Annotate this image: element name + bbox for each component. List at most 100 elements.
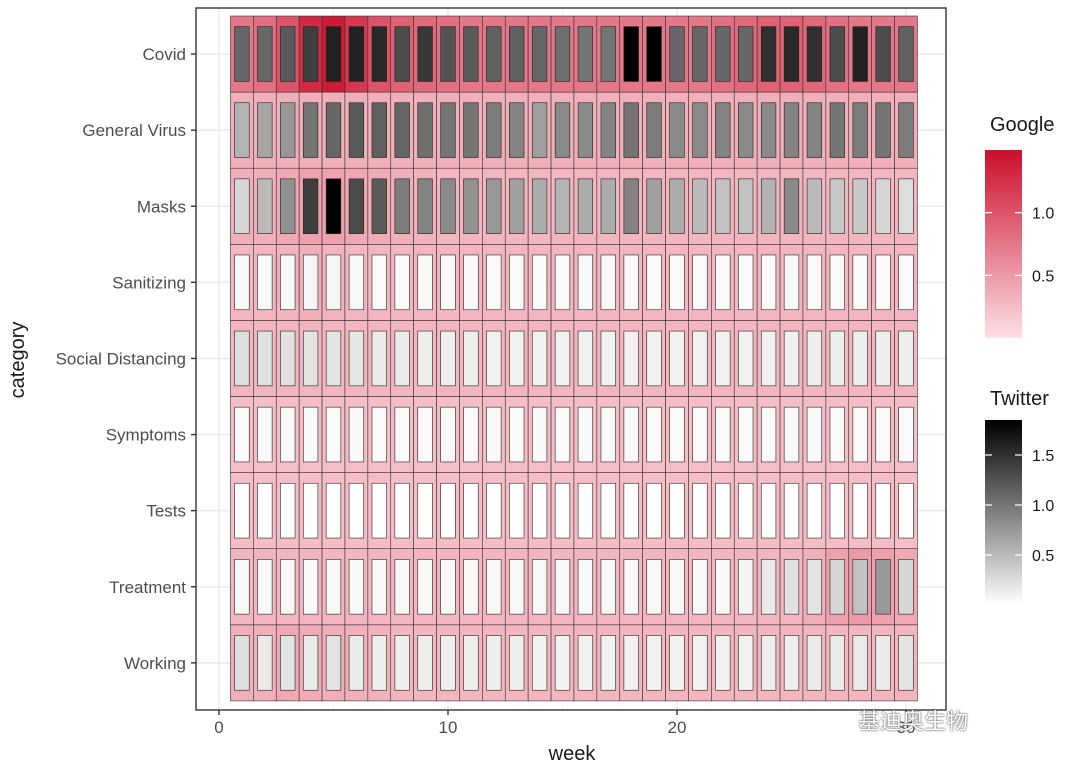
- twitter-cell-symptoms-w22: [715, 406, 731, 463]
- twitter-cell-masks-w2: [257, 178, 273, 234]
- x-tick-label: 30: [897, 718, 916, 737]
- y-tick-label: General Virus: [82, 121, 186, 140]
- twitter-cell-tests-w30: [898, 482, 914, 539]
- twitter-cell-treatment-w28: [852, 559, 868, 615]
- twitter-cell-social-distancing-w26: [806, 330, 823, 387]
- twitter-cell-working-w28: [852, 635, 868, 691]
- twitter-cell-masks-w29: [875, 178, 891, 234]
- twitter-cell-general-virus-w30: [898, 102, 914, 158]
- twitter-cell-covid-w10: [440, 26, 456, 82]
- twitter-cell-treatment-w1: [234, 559, 250, 615]
- twitter-cell-treatment-w7: [371, 559, 387, 615]
- twitter-cell-general-virus-w12: [486, 102, 502, 158]
- twitter-cell-general-virus-w1: [234, 102, 250, 158]
- twitter-cell-covid-w24: [760, 26, 777, 82]
- twitter-cell-tests-w24: [760, 482, 777, 539]
- twitter-cell-tests-w16: [577, 482, 594, 539]
- twitter-cell-social-distancing-w2: [257, 330, 273, 387]
- y-axis: Working Treatment Tests Symptoms Social Dist…: [56, 45, 196, 673]
- twitter-cell-social-distancing-w10: [440, 330, 456, 387]
- twitter-cell-masks-w5: [325, 178, 342, 234]
- twitter-cell-tests-w3: [280, 482, 296, 539]
- twitter-cell-sanitizing-w22: [715, 254, 731, 311]
- twitter-cell-covid-w4: [302, 26, 319, 82]
- twitter-cell-treatment-w3: [280, 559, 296, 615]
- twitter-cell-symptoms-w11: [463, 406, 479, 463]
- twitter-cell-tests-w2: [257, 482, 273, 539]
- legend-tick-label: 0.5: [1032, 548, 1054, 565]
- twitter-cell-sanitizing-w29: [875, 254, 891, 311]
- twitter-cell-symptoms-w4: [302, 406, 319, 463]
- twitter-cell-treatment-w10: [440, 559, 456, 615]
- twitter-cell-treatment-w2: [257, 559, 273, 615]
- twitter-cell-general-virus-w16: [577, 102, 594, 158]
- legend-tick-label: 1.5: [1032, 448, 1054, 465]
- twitter-cell-tests-w29: [875, 482, 891, 539]
- twitter-cell-sanitizing-w16: [577, 254, 594, 311]
- twitter-cell-treatment-w23: [738, 559, 754, 615]
- twitter-cell-covid-w30: [898, 26, 914, 82]
- x-tick-label: 10: [439, 718, 458, 737]
- twitter-cell-tests-w5: [325, 482, 342, 539]
- twitter-cell-sanitizing-w14: [531, 254, 548, 311]
- twitter-cell-social-distancing-w11: [463, 330, 479, 387]
- twitter-cell-masks-w24: [760, 178, 777, 234]
- twitter-cell-working-w29: [875, 635, 891, 691]
- twitter-cell-covid-w16: [577, 26, 594, 82]
- twitter-cell-general-virus-w18: [623, 102, 639, 158]
- twitter-cell-working-w18: [623, 635, 639, 691]
- twitter-cell-sanitizing-w12: [486, 254, 502, 311]
- twitter-cell-working-w12: [486, 635, 502, 691]
- twitter-cell-treatment-w29: [875, 559, 891, 615]
- y-tick-label: Treatment: [109, 578, 186, 597]
- twitter-cell-symptoms-w29: [875, 406, 891, 463]
- legend-twitter: Twitter 0.5 1.0 1.5: [985, 388, 1054, 605]
- x-tick-label: 0: [214, 718, 223, 737]
- twitter-cell-covid-w8: [394, 26, 410, 82]
- twitter-cell-general-virus-w27: [829, 102, 845, 158]
- twitter-cell-social-distancing-w18: [623, 330, 639, 387]
- twitter-cell-treatment-w24: [760, 559, 777, 615]
- twitter-cell-general-virus-w15: [554, 102, 571, 158]
- twitter-cell-covid-w5: [325, 26, 342, 82]
- twitter-cell-treatment-w11: [463, 559, 479, 615]
- twitter-cell-covid-w19: [646, 26, 662, 82]
- twitter-cell-tests-w6: [348, 482, 365, 539]
- twitter-cell-general-virus-w11: [463, 102, 479, 158]
- twitter-cell-social-distancing-w13: [509, 330, 525, 387]
- panel-border: [195, 7, 947, 711]
- legend-tick-label: 0.5: [1032, 268, 1054, 285]
- twitter-cell-covid-w2: [257, 26, 273, 82]
- twitter-cell-covid-w1: [234, 26, 250, 82]
- twitter-cell-social-distancing-w9: [417, 330, 433, 387]
- twitter-cell-general-virus-w25: [783, 102, 800, 158]
- twitter-cell-tests-w26: [806, 482, 823, 539]
- twitter-cell-social-distancing-w7: [371, 330, 387, 387]
- y-tick-label: Symptoms: [106, 426, 186, 445]
- twitter-cell-symptoms-w18: [623, 406, 639, 463]
- twitter-cell-covid-w3: [280, 26, 296, 82]
- twitter-cell-masks-w27: [829, 178, 845, 234]
- twitter-cell-general-virus-w22: [715, 102, 731, 158]
- twitter-cell-working-w20: [669, 635, 685, 691]
- twitter-cell-tests-w13: [509, 482, 525, 539]
- twitter-cell-treatment-w5: [325, 559, 342, 615]
- twitter-cell-general-virus-w28: [852, 102, 868, 158]
- twitter-cell-sanitizing-w8: [394, 254, 410, 311]
- y-tick-label: Sanitizing: [112, 273, 186, 292]
- twitter-cell-tests-w20: [669, 482, 685, 539]
- twitter-cell-working-w13: [509, 635, 525, 691]
- legend-tick-label: 1.0: [1032, 206, 1054, 223]
- twitter-cell-general-virus-w6: [348, 102, 365, 158]
- legend-colorbar: [985, 150, 1022, 338]
- twitter-cell-symptoms-w2: [257, 406, 273, 463]
- watermark: 基迪奥生物: [858, 710, 969, 735]
- x-tick-label: 20: [668, 718, 687, 737]
- twitter-cell-working-w16: [577, 635, 594, 691]
- twitter-cell-tests-w25: [783, 482, 800, 539]
- twitter-cell-working-w3: [280, 635, 296, 691]
- twitter-cell-tests-w1: [234, 482, 250, 539]
- twitter-cell-sanitizing-w6: [348, 254, 365, 311]
- twitter-cell-masks-w18: [623, 178, 639, 234]
- twitter-cell-covid-w9: [417, 26, 433, 82]
